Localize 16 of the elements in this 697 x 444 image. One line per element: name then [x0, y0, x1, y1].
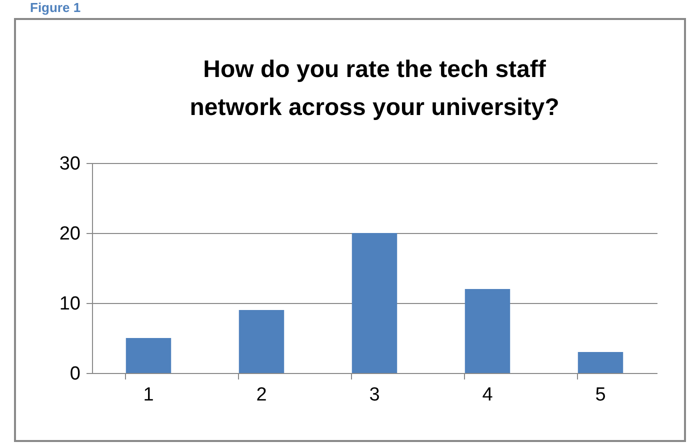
x-tick-label: 2	[256, 384, 267, 406]
y-tick-label: 10	[59, 294, 80, 314]
bar	[126, 338, 172, 373]
caption: Figure 1	[30, 0, 81, 15]
bar	[578, 352, 624, 373]
bar	[238, 310, 284, 373]
y-tick-label: 20	[59, 224, 80, 244]
bar	[352, 233, 398, 373]
x-tick-label: 4	[482, 384, 494, 406]
x-tick-label: 3	[369, 384, 380, 406]
y-tick-label: 30	[59, 154, 80, 174]
bar	[464, 289, 510, 373]
x-tick-label: 5	[595, 384, 606, 406]
y-tick-label: 0	[70, 364, 80, 384]
chart-title: How do you rate the tech staff network across your university?	[190, 56, 560, 121]
x-tick-label: 1	[143, 384, 154, 406]
